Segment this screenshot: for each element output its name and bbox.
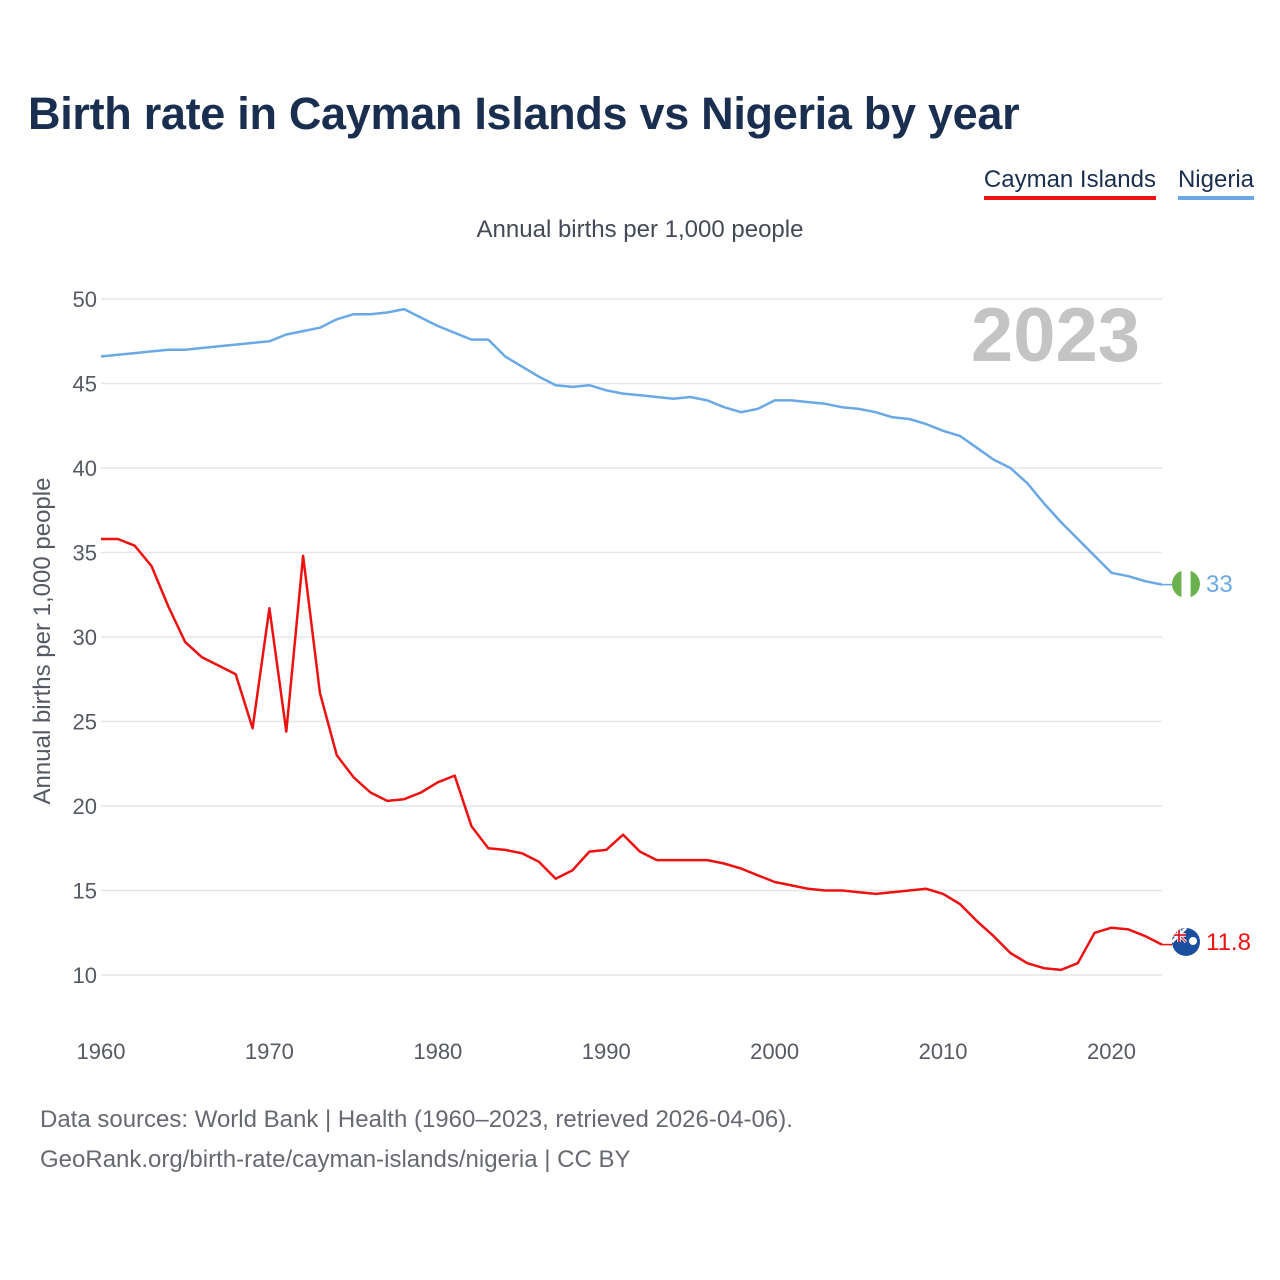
series-line-nigeria[interactable] bbox=[100, 307, 1163, 586]
x-tick-label: 2000 bbox=[750, 1039, 799, 1064]
legend-item-cayman-islands[interactable]: Cayman Islands bbox=[983, 166, 1156, 200]
legend-item-nigeria[interactable]: Nigeria bbox=[1177, 166, 1254, 200]
y-tick-label: 25 bbox=[73, 710, 97, 735]
x-tick-label: 1990 bbox=[582, 1039, 631, 1064]
y-axis-ticks: 10 15 20 25 30 35 40 45 50 bbox=[73, 287, 97, 988]
legend: Cayman Islands Nigeria bbox=[983, 166, 1254, 200]
x-tick-label: 1970 bbox=[245, 1039, 294, 1064]
chart-subtitle: Annual births per 1,000 people bbox=[476, 216, 804, 243]
y-tick-label: 45 bbox=[73, 372, 97, 397]
grid-lines bbox=[101, 298, 1162, 976]
source-note: Data sources: World Bank | Health (1960–… bbox=[40, 1106, 793, 1133]
x-tick-label: 2010 bbox=[919, 1039, 968, 1064]
x-tick-label: 2020 bbox=[1087, 1039, 1136, 1064]
line-chart: 10 15 20 25 30 35 40 45 50 1960 1970 1980 1990 2000 2… bbox=[29, 287, 1251, 1064]
chart-title: Birth rate in Cayman Islands vs Nigeria … bbox=[28, 88, 1020, 139]
x-tick-label: 1980 bbox=[413, 1039, 462, 1064]
nigeria-flag-icon bbox=[1172, 570, 1200, 598]
cayman-islands-flag-icon bbox=[1172, 928, 1200, 956]
x-tick-label: 1960 bbox=[77, 1039, 126, 1064]
y-tick-label: 15 bbox=[73, 879, 97, 904]
cayman-islands-end-label: 11.8 bbox=[1206, 929, 1251, 956]
y-tick-label: 10 bbox=[73, 963, 97, 988]
series-line-cayman-islands[interactable] bbox=[101, 537, 1163, 972]
nigeria-end-label: 33 bbox=[1206, 571, 1233, 598]
y-tick-label: 50 bbox=[73, 287, 97, 312]
source-link[interactable]: GeoRank.org/birth-rate/cayman-islands/ni… bbox=[40, 1146, 631, 1173]
y-tick-label: 35 bbox=[73, 541, 97, 566]
y-tick-label: 20 bbox=[73, 794, 97, 819]
year-badge: 2023 bbox=[971, 293, 1140, 378]
y-tick-label: 40 bbox=[73, 456, 97, 481]
x-axis-ticks: 1960 1970 1980 1990 2000 2010 2020 bbox=[77, 1039, 1136, 1064]
y-tick-label: 30 bbox=[73, 625, 97, 650]
series-lines bbox=[100, 307, 1172, 972]
y-axis-label: Annual births per 1,000 people bbox=[29, 478, 56, 805]
